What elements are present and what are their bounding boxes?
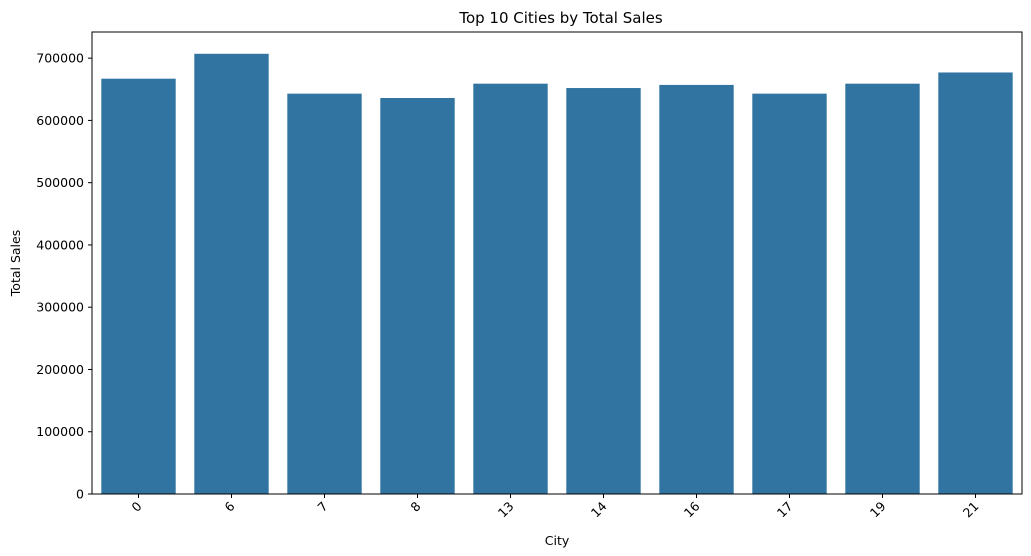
bar-city-7 [287, 93, 362, 494]
x-axis-label: City [545, 533, 570, 548]
bar-city-8 [380, 98, 455, 494]
bar-city-6 [194, 53, 269, 495]
y-axis-ticks: 0 100000 200000 300000 400000 500000 600000 700… [36, 51, 92, 502]
bar-city-16 [659, 84, 734, 494]
y-tick-label: 600000 [36, 113, 84, 128]
y-axis-label: Total Sales [8, 230, 23, 297]
bar-city-19 [845, 83, 920, 494]
y-tick-label: 0 [76, 487, 84, 502]
chart-title: Top 10 Cities by Total Sales [458, 9, 663, 27]
bar-city-21 [938, 72, 1013, 495]
y-tick-label: 500000 [36, 175, 84, 190]
bars-group [101, 53, 1013, 495]
y-tick-label: 300000 [36, 300, 84, 315]
y-tick-label: 400000 [36, 237, 84, 252]
y-tick-label: 700000 [36, 51, 84, 66]
y-tick-label: 200000 [36, 362, 84, 377]
bar-city-0 [101, 78, 176, 494]
y-tick-label: 100000 [36, 424, 84, 439]
bar-city-17 [752, 93, 827, 494]
bar-city-14 [566, 88, 641, 495]
bar-city-13 [473, 83, 548, 494]
plot-frame [91, 31, 1023, 495]
